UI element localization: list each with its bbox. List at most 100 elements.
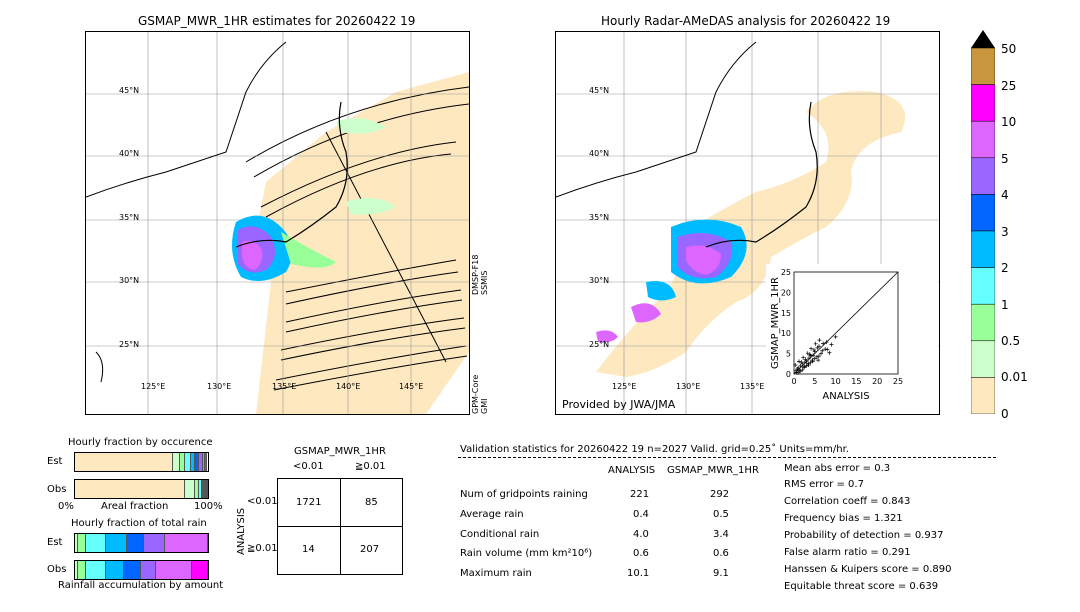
- contingency-cell-11: 1721: [296, 497, 322, 508]
- scatter-point: [806, 356, 811, 361]
- right-lon-label-125: 125°E: [612, 382, 637, 391]
- scatter-point: [803, 357, 808, 362]
- left-lon-label-130: 130°E: [207, 382, 232, 391]
- contingency-table: 1721 85 14 207: [277, 478, 403, 575]
- colorbar-label-25: 25: [1001, 79, 1017, 93]
- contingency-col-header-1: <0.01: [293, 461, 324, 472]
- validation-col-analysis: ANALYSIS: [608, 465, 656, 476]
- scatter-xtick: 0: [791, 377, 796, 386]
- fraction-bar-segment: [202, 453, 205, 471]
- fraction-bar-segment: [190, 453, 195, 471]
- amount-xlabel: Rainfall accumulation by amount: [58, 580, 224, 591]
- left-lon-label-140: 140°E: [336, 382, 361, 391]
- scatter-point: [821, 341, 826, 346]
- occurrence-bar-obs: [74, 479, 209, 499]
- fraction-bar-segment: [201, 480, 204, 498]
- scatter-point: [827, 350, 832, 355]
- scatter-point: [809, 346, 814, 351]
- scatter-plot: 0 5 10 15 20 25 0 5 10 15 20 25 ANALYSIS GSMAP_MWR_1H…: [770, 268, 903, 402]
- stat-value-gridpoints-gsmap: 292: [710, 489, 730, 500]
- left-lat-label-25: 25°N: [119, 340, 140, 349]
- scatter-point: [812, 356, 817, 361]
- validation-col-gsmap: GSMAP_MWR_1HR: [667, 465, 759, 476]
- left-lon-label-125: 125°E: [141, 382, 166, 391]
- scatter-ylabel: GSMAP_MWR_1HR: [770, 277, 781, 369]
- colorbar-swatch: [970, 157, 996, 195]
- scatter-point: [819, 351, 824, 356]
- occurrence-row-obs: Obs: [47, 484, 67, 495]
- contingency-row-axis: ANALYSIS: [236, 508, 250, 605]
- swath-label-line-2: SSMIS: [480, 270, 489, 296]
- fraction-bar-segment: [75, 453, 174, 471]
- scatter-xtick: 10: [831, 377, 841, 386]
- colorbar-label-0-5: 0.5: [1001, 334, 1021, 348]
- scatter-ytick: 25: [781, 268, 791, 277]
- fraction-bar-segment: [204, 453, 207, 471]
- colorbar-label-10: 10: [1001, 115, 1017, 129]
- fraction-bar-segment: [141, 561, 157, 579]
- fraction-bar-segment: [165, 534, 208, 552]
- scatter-point: [817, 338, 822, 343]
- colorbar-label-1: 1: [1001, 298, 1009, 312]
- contingency-cell-12: 85: [365, 497, 378, 508]
- right-lon-label-130: 130°E: [676, 382, 701, 391]
- colorbar-swatch: [970, 303, 996, 342]
- fraction-bar-segment: [173, 453, 181, 471]
- fraction-bar-segment: [124, 561, 142, 579]
- left-lat-label-35: 35°N: [119, 213, 140, 222]
- fraction-bar-segment: [85, 534, 106, 552]
- colorbar-swatch: [970, 47, 996, 85]
- right-lat-label-30: 30°N: [589, 276, 610, 285]
- scatter-xtick: 15: [851, 377, 861, 386]
- fraction-bar-segment: [191, 561, 208, 579]
- data-credit: Provided by JWA/JMA: [562, 398, 676, 411]
- scatter-point: [805, 351, 810, 356]
- scatter-point: [808, 360, 813, 365]
- fraction-bar-segment: [75, 561, 78, 579]
- amount-title: Hourly fraction of total rain: [71, 518, 207, 529]
- fraction-bar-segment: [204, 480, 207, 498]
- scatter-point: [797, 368, 802, 373]
- scatter-point: [793, 363, 798, 368]
- scatter-point: [796, 359, 801, 364]
- validation-divider: [458, 457, 996, 458]
- scatter-point: [798, 363, 803, 368]
- fraction-bar-segment: [194, 453, 199, 471]
- contingency-row-header-1: <0.01: [247, 496, 278, 507]
- scatter-point: [829, 342, 834, 347]
- scatter-point: [807, 352, 812, 357]
- scatter-point: [820, 348, 825, 353]
- colorbar-swatch: [970, 84, 996, 122]
- fraction-bar-segment: [77, 534, 86, 552]
- amount-row-est: Est: [47, 537, 63, 548]
- right-map-canvas: [556, 32, 939, 414]
- right-map: 45°N 40°N 35°N 30°N 25°N 125°E 130°E 135…: [555, 31, 940, 415]
- stat-value-conditional-analysis: 4.0: [633, 529, 649, 540]
- scatter-point: [815, 345, 820, 350]
- amount-row-obs: Obs: [47, 564, 67, 575]
- left-map-title: GSMAP_MWR_1HR estimates for 20260422 19: [138, 14, 416, 28]
- colorbar-swatch: [970, 194, 996, 232]
- occurrence-xlabel-right: 100%: [194, 501, 223, 512]
- fraction-bar-segment: [199, 480, 202, 498]
- contingency-row-axis-label: ANALYSIS: [236, 507, 247, 555]
- colorbar-swatch: [970, 120, 996, 159]
- scatter-xtick: 5: [812, 377, 817, 386]
- scatter-point: [804, 363, 809, 368]
- scatter-point: [811, 347, 816, 352]
- contingency-cell-22: 207: [360, 544, 380, 555]
- right-lat-label-25: 25°N: [589, 340, 610, 349]
- left-map: 45°N 40°N 35°N 30°N 25°N 125°E 130°E 135…: [85, 31, 470, 415]
- score-far: False alarm ratio = 0.291: [784, 547, 911, 558]
- scatter-point: [806, 361, 811, 366]
- score-hk: Hanssen & Kuipers score = 0.890: [784, 564, 952, 575]
- left-lon-label-135: 135°E: [272, 382, 297, 391]
- scatter-ytick: 15: [781, 309, 791, 318]
- scatter-ytick: 20: [781, 288, 791, 297]
- stat-value-average-analysis: 0.4: [633, 509, 649, 520]
- stat-value-maximum-analysis: 10.1: [627, 568, 650, 579]
- scatter-point: [825, 347, 830, 352]
- colorbar-label-50: 50: [1001, 42, 1017, 56]
- colorbar-label-5: 5: [1001, 152, 1009, 166]
- fraction-bar-segment: [184, 480, 196, 498]
